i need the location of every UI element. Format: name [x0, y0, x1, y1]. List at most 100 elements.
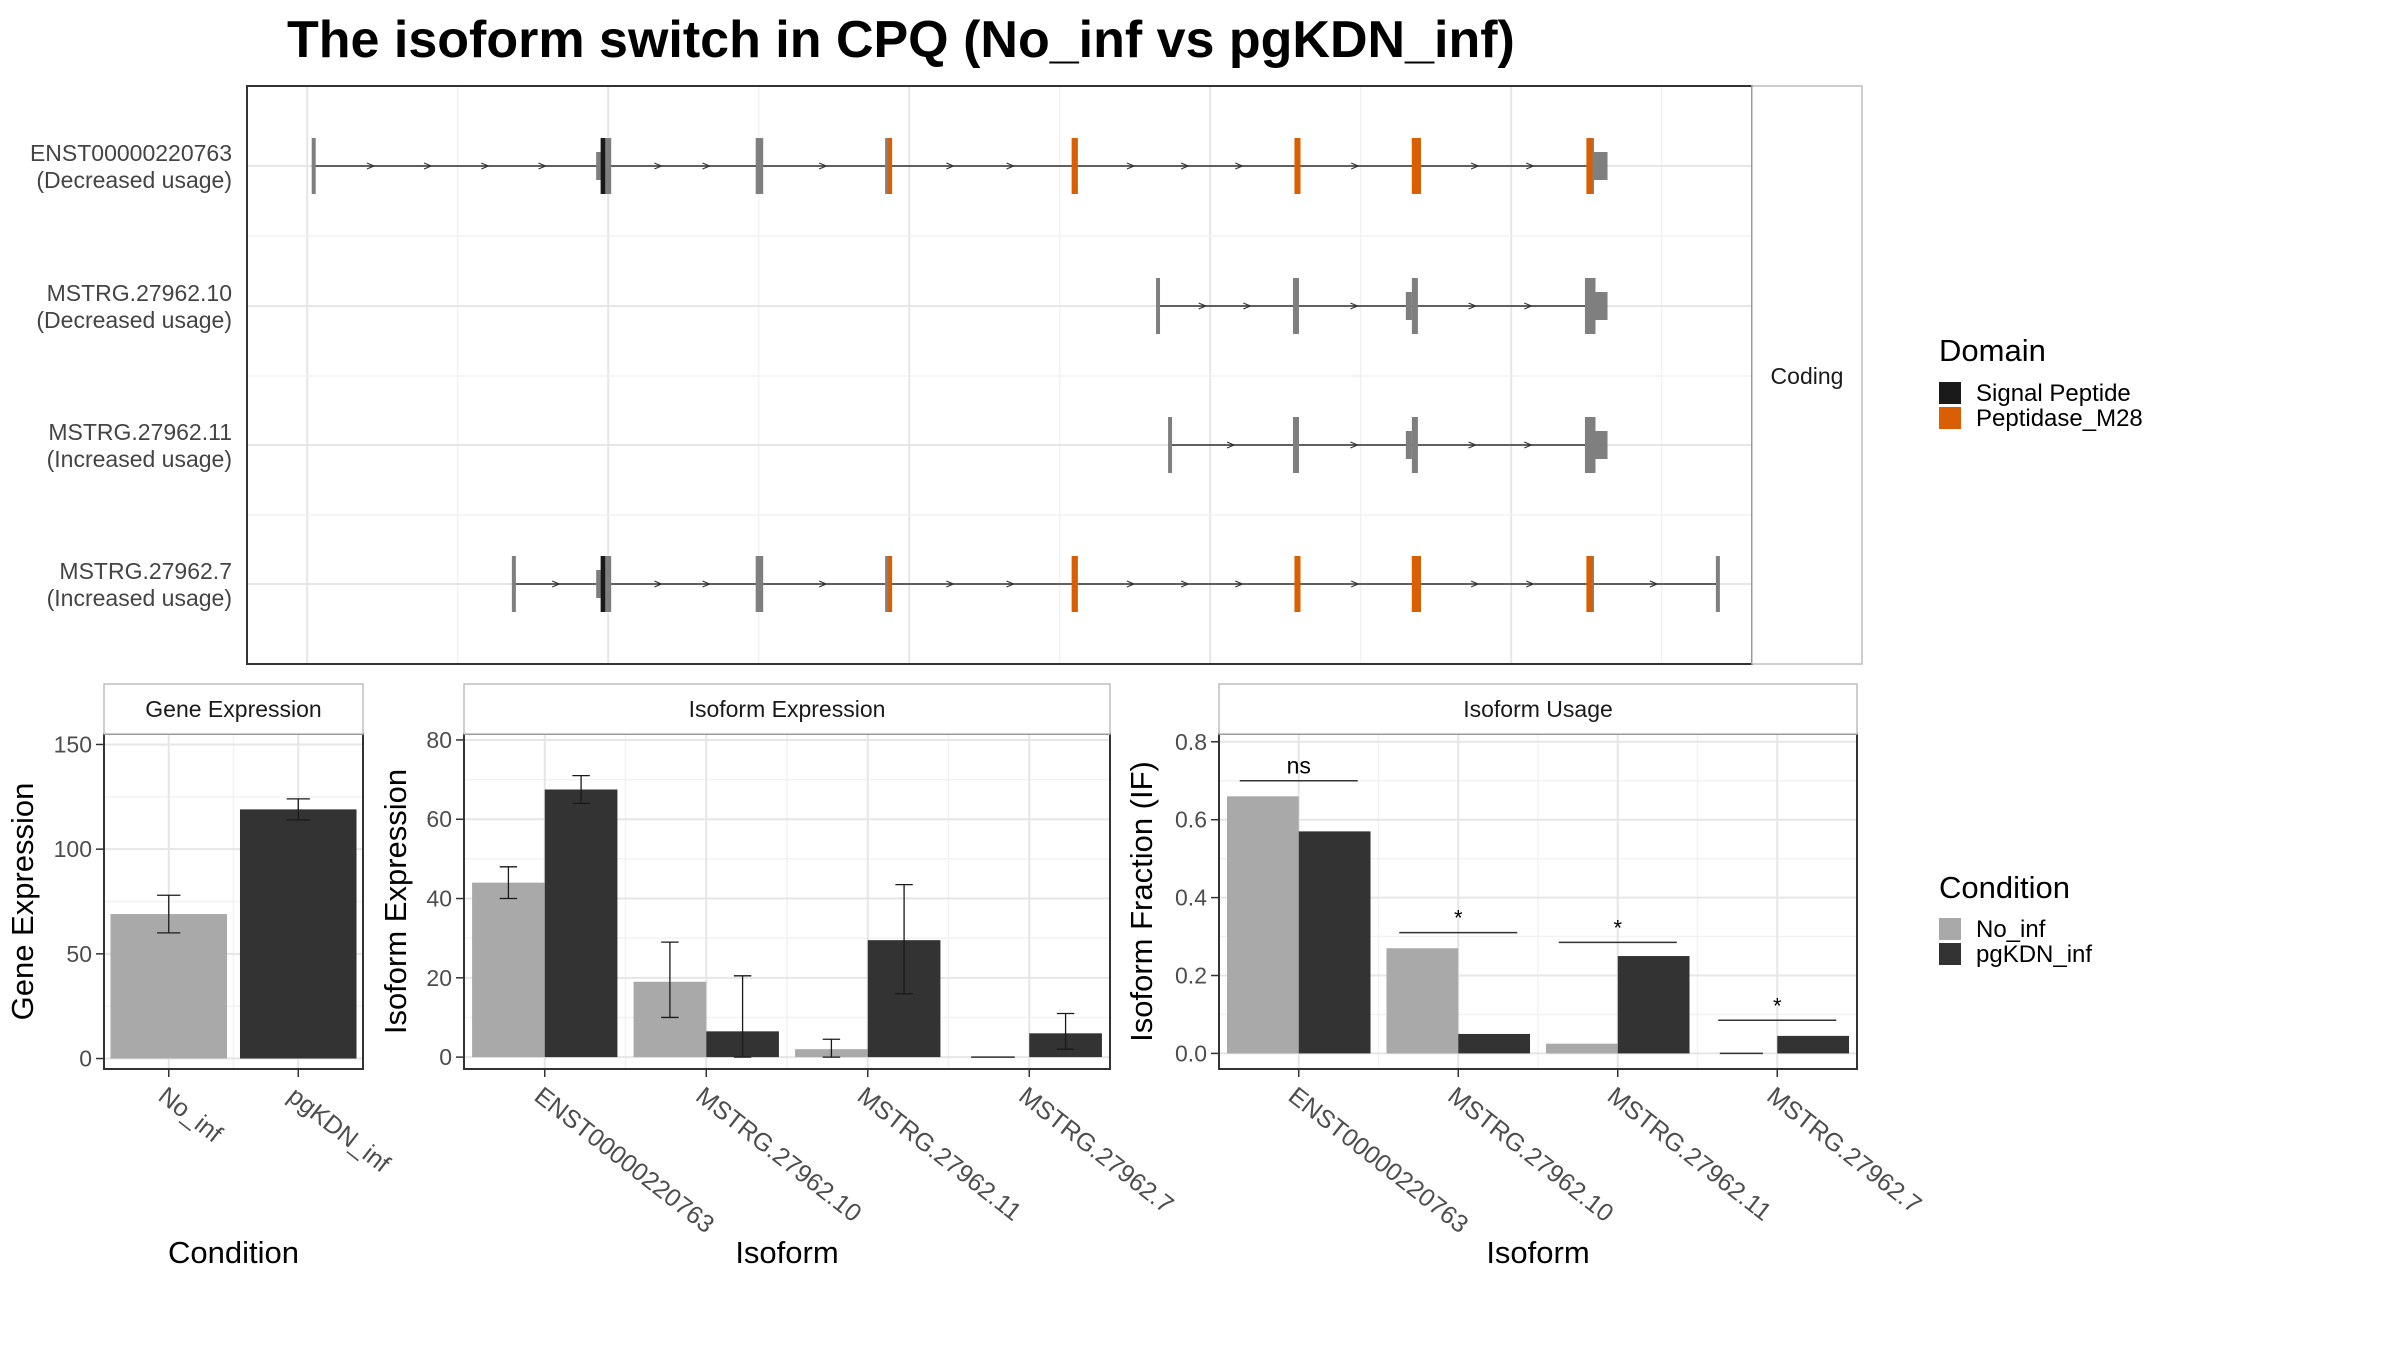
condition-legend-label: No_inf: [1976, 916, 2046, 943]
facet-strip-label: Coding: [1771, 363, 1844, 389]
transcript-track: [511, 556, 1720, 612]
direction-arrow: [1180, 162, 1190, 170]
peptidase-m28-domain: [1586, 556, 1593, 612]
direction-arrow: [654, 162, 663, 170]
exon-block: [1411, 278, 1418, 334]
condition-legend-label: pgKDN_inf: [1976, 941, 2092, 968]
bar-no_inf: [472, 882, 545, 1058]
direction-arrow: [702, 162, 712, 170]
signal-peptide-domain: [600, 138, 606, 194]
utr-block: [596, 152, 601, 180]
peptidase-m28-domain: [1294, 556, 1301, 612]
x-axis-title: Condition: [168, 1235, 299, 1270]
figure-title: The isoform switch in CPQ (No_inf vs pgK…: [287, 11, 1515, 69]
significance-label: *: [1773, 993, 1782, 1018]
y-tick-label: 0.6: [1175, 807, 1207, 833]
exon-block: [1156, 278, 1161, 334]
x-tick-label: pgKDN_inf: [283, 1082, 396, 1179]
peptidase-m28-domain: [1411, 556, 1421, 612]
bar-no_inf: [1226, 796, 1299, 1054]
transcript-label: ENST00000220763: [30, 140, 232, 166]
direction-arrow: [702, 580, 712, 588]
facet-strip: [103, 683, 364, 735]
direction-arrow: [946, 580, 955, 588]
direction-arrow: [1526, 580, 1535, 588]
direction-arrow: [1524, 441, 1533, 449]
exon-block: [1411, 417, 1418, 473]
utr-block: [1405, 292, 1412, 320]
bar-no_inf: [110, 914, 228, 1059]
domain-legend-swatch: [1939, 382, 1961, 404]
exon-block: [755, 556, 764, 612]
y-tick-label: 0: [79, 1046, 92, 1072]
transcript-track: [1156, 278, 1608, 334]
exon-block: [311, 138, 316, 194]
transcript-usage-label: (Decreased usage): [36, 307, 232, 333]
significance-label: ns: [1287, 753, 1311, 779]
peptidase-m28-domain: [1071, 138, 1078, 194]
facet-strip: [1751, 85, 1863, 665]
peptidase-m28-domain: [888, 138, 893, 194]
direction-arrow: [1470, 162, 1480, 170]
direction-arrow: [481, 162, 490, 170]
x-tick-label: MSTRG.27962.11: [852, 1082, 1027, 1227]
y-tick-label: 80: [426, 727, 452, 753]
direction-arrow: [1126, 580, 1136, 588]
direction-arrow: [1526, 162, 1535, 170]
x-tick-label: MSTRG.27962.10: [1443, 1082, 1619, 1228]
x-tick-label: ENST00000220763: [529, 1082, 719, 1239]
exon-block: [1292, 417, 1299, 473]
exon-block: [600, 556, 612, 612]
direction-arrow: [1350, 441, 1359, 449]
direction-arrow: [1649, 580, 1659, 588]
bar-pgkdn_inf: [1617, 956, 1690, 1054]
transcript-label: MSTRG.27962.10: [47, 280, 232, 306]
bar-pgkdn_inf: [1458, 1033, 1531, 1054]
y-tick-label: 0.0: [1175, 1040, 1207, 1066]
x-tick-label: MSTRG.27962.7: [1762, 1082, 1927, 1220]
peptidase-m28-domain: [1586, 138, 1593, 194]
facet-strip-label: Isoform Expression: [689, 696, 886, 722]
transcript-track: [311, 138, 1608, 194]
y-tick-label: 0.8: [1175, 729, 1207, 755]
facet-strip: [1218, 683, 1858, 735]
y-tick-label: 100: [54, 836, 92, 862]
y-tick-label: 0: [439, 1044, 452, 1070]
isoform-usage-panel: ns* **Isoform Usage0.00.20.40.60.8ENST000…: [1124, 683, 1927, 1270]
direction-arrow: [654, 580, 663, 588]
x-tick-label: No_inf: [153, 1082, 227, 1149]
signal-peptide-domain: [600, 556, 606, 612]
bar-pgkdn_inf: [1298, 831, 1371, 1054]
y-tick-label: 40: [426, 886, 452, 912]
utr-block: [596, 570, 601, 598]
direction-arrow: [1350, 162, 1360, 170]
transcript-usage-label: (Decreased usage): [36, 167, 232, 193]
utr-block: [1405, 431, 1412, 459]
utr-block: [1593, 152, 1608, 180]
exon-block: [1168, 417, 1173, 473]
facet-strip-label: Isoform Usage: [1463, 696, 1613, 722]
significance-label: *: [1454, 906, 1463, 931]
exon-block: [1292, 278, 1299, 334]
exon-block: [1584, 278, 1596, 334]
domain-legend-label: Peptidase_M28: [1976, 405, 2143, 432]
direction-arrow: [818, 580, 828, 588]
direction-arrow: [1235, 580, 1244, 588]
peptidase-m28-domain: [1411, 138, 1421, 194]
direction-arrow: [1470, 580, 1480, 588]
bar-pgkdn_inf: [544, 789, 618, 1058]
domain-legend-title: Domain: [1939, 333, 2046, 368]
y-tick-label: 60: [426, 806, 452, 832]
domain-legend-label: Signal Peptide: [1976, 380, 2131, 407]
x-axis-title: Isoform: [1486, 1235, 1589, 1270]
condition-legend-title: Condition: [1939, 870, 2070, 905]
isoform-expression-panel: Isoform Expression 0 20 40 60 80 ENST000002207…: [378, 683, 1179, 1270]
utr-block: [1595, 292, 1608, 320]
direction-arrow: [1126, 162, 1136, 170]
x-tick-label: MSTRG.27962.10: [691, 1082, 867, 1228]
peptidase-m28-domain: [1071, 556, 1078, 612]
direction-arrow: [1350, 302, 1359, 310]
direction-arrow: [1180, 580, 1190, 588]
